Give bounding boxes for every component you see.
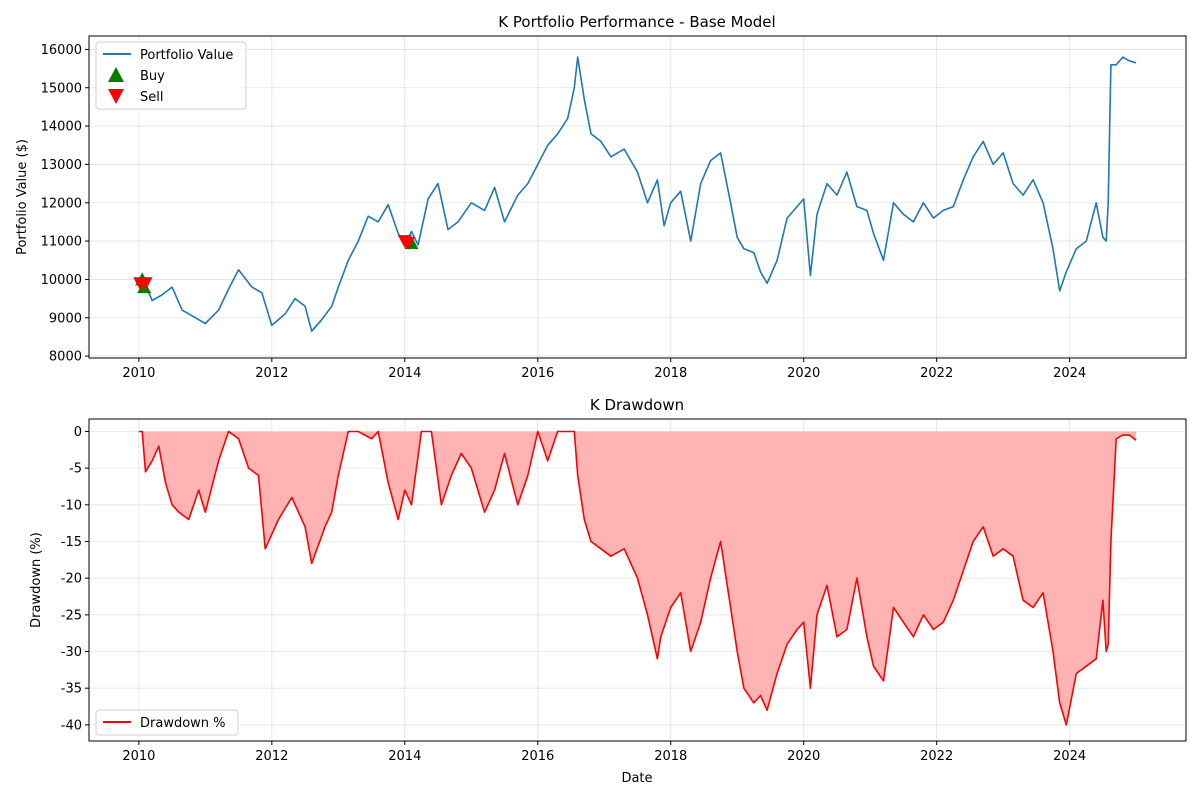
x-tick-label: 2014 — [388, 366, 421, 381]
y-tick-label: -40 — [61, 718, 82, 733]
y-tick-label: -15 — [61, 535, 82, 550]
drawdown-chart: K Drawdown 2010 2012 2014 2016 2018 2020 2022 2… — [29, 396, 1187, 786]
x-tick-label: 2014 — [388, 749, 421, 764]
drawdown-x-ticks: 2010 2012 2014 2016 2018 2020 2022 2024 — [122, 741, 1086, 764]
drawdown-legend: Drawdown % — [95, 709, 239, 736]
portfolio-grid — [89, 36, 1186, 358]
x-tick-label: 2010 — [122, 749, 155, 764]
x-tick-label: 2022 — [920, 366, 953, 381]
portfolio-axes-frame — [88, 35, 1187, 359]
drawdown-plot-area — [138, 430, 1137, 726]
drawdown-axes-frame — [88, 418, 1187, 742]
y-tick-label: -30 — [61, 645, 82, 660]
series-line-0 — [138, 56, 1137, 332]
x-tick-label: 2016 — [521, 366, 554, 381]
legend-buy-marker — [108, 67, 124, 82]
portfolio-legend: Portfolio Value Buy Sell — [95, 41, 247, 110]
y-tick-label: 10000 — [41, 273, 82, 288]
x-tick-label: 2018 — [654, 749, 687, 764]
y-tick-label: 11000 — [41, 235, 82, 250]
x-tick-label: 2020 — [787, 366, 820, 381]
drawdown-legend-box — [95, 709, 239, 736]
trade-markers — [133, 235, 419, 294]
x-tick-label: 2012 — [255, 366, 288, 381]
x-tick-label: 2012 — [255, 749, 288, 764]
sell-marker — [138, 277, 153, 291]
legend-sell-label: Sell — [140, 90, 163, 105]
legend-portfolio-label: Portfolio Value — [140, 48, 233, 63]
portfolio-legend-box — [95, 41, 247, 110]
y-tick-label: -5 — [69, 462, 82, 477]
x-tick-label: 2010 — [122, 366, 155, 381]
y-tick-label: 13000 — [41, 158, 82, 173]
x-tick-label: 2024 — [1053, 366, 1086, 381]
y-tick-label: 12000 — [41, 196, 82, 211]
y-tick-label: 9000 — [49, 311, 82, 326]
x-tick-label: 2020 — [787, 749, 820, 764]
y-tick-label: -25 — [61, 608, 82, 623]
y-tick-label: 14000 — [41, 120, 82, 135]
series-line-0 — [138, 430, 1137, 726]
y-tick-label: 0 — [74, 425, 82, 440]
x-tick-label: 2018 — [654, 366, 687, 381]
portfolio-plot-area — [138, 56, 1137, 332]
portfolio-y-ticks: 8000 9000 10000 11000 12000 13000 14000 15000 16… — [41, 43, 89, 365]
portfolio-chart: K Portfolio Performance - Base Model 201… — [15, 13, 1187, 381]
x-tick-label: 2022 — [920, 749, 953, 764]
y-tick-label: -10 — [61, 498, 82, 513]
portfolio-y-axis-label: Portfolio Value ($) — [15, 139, 30, 255]
legend-sell-marker — [108, 89, 124, 104]
y-tick-label: 16000 — [41, 43, 82, 58]
portfolio-x-ticks: 2010 2012 2014 2016 2018 2020 2022 2024 — [122, 358, 1086, 381]
drawdown-y-axis-label: Drawdown (%) — [29, 532, 44, 628]
drawdown-chart-title: K Drawdown — [590, 396, 684, 414]
x-tick-label: 2016 — [521, 749, 554, 764]
drawdown-y-ticks: 0 -5 -10 -15 -20 -25 -30 -35 -40 — [61, 425, 89, 733]
drawdown-x-axis-label: Date — [621, 771, 652, 786]
y-tick-label: -35 — [61, 682, 82, 697]
sell-marker — [401, 237, 416, 250]
portfolio-chart-title: K Portfolio Performance - Base Model — [498, 13, 775, 31]
y-tick-label: -20 — [61, 572, 82, 587]
y-tick-label: 15000 — [41, 81, 82, 96]
y-tick-label: 8000 — [49, 350, 82, 365]
legend-drawdown-label: Drawdown % — [140, 716, 226, 731]
x-tick-label: 2024 — [1053, 749, 1086, 764]
legend-buy-label: Buy — [140, 69, 165, 84]
